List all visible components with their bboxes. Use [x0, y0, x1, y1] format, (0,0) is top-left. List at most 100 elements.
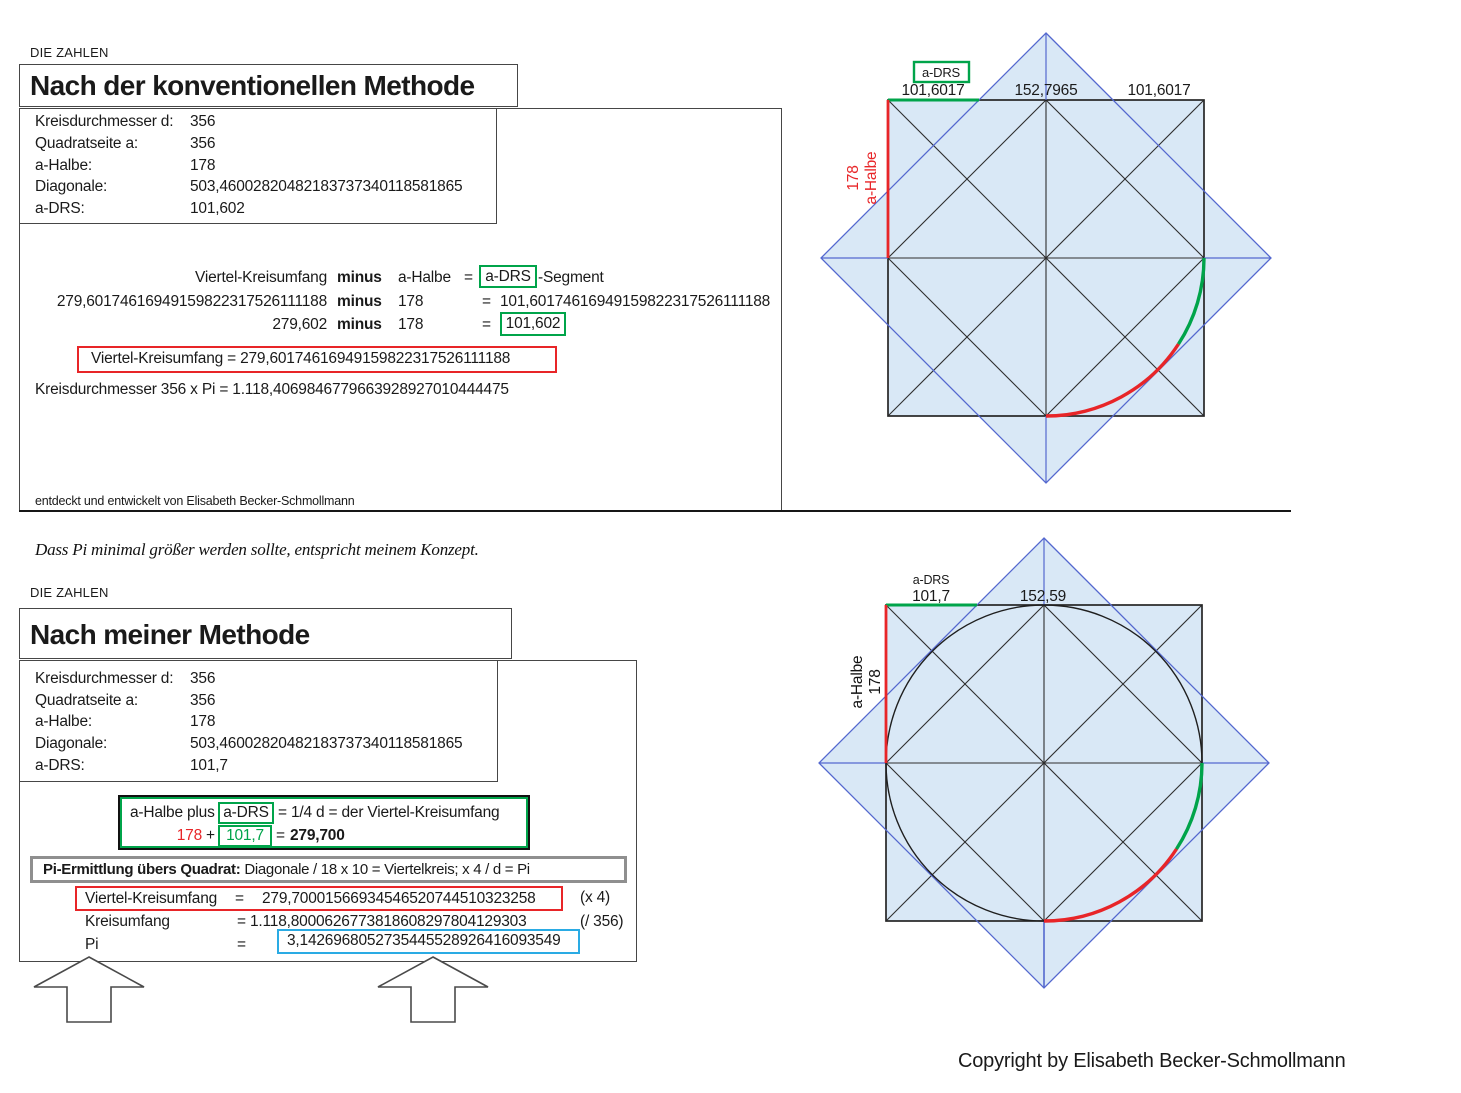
diameter-times-pi-line: Kreisdurchmesser 356 x Pi = 1.118,406984… — [35, 381, 509, 398]
calc-row2-label: Kreisumfang — [85, 913, 170, 930]
section1-title: Nach der konventionellen Methode — [30, 70, 475, 101]
adrs-result-box: 101,602 — [500, 312, 566, 336]
axis-extensions — [821, 33, 1271, 483]
quarter-arc-green — [1177, 257, 1206, 345]
row-label: Quadratseite a: — [35, 135, 138, 152]
table-row: a-DRS: 101,602 — [35, 200, 245, 218]
calc-row2-note: (/ 356) — [580, 913, 624, 930]
table-row: Quadratseite a: 356 — [35, 135, 215, 153]
gb-eq: = — [276, 827, 285, 844]
diagram-conventional: a-DRS 101,6017 152,7965 101,6017 178 a-H… — [820, 32, 1272, 484]
formula-lineC-left: 279,602 — [272, 316, 327, 333]
row-label: a-DRS: — [35, 757, 85, 774]
section2-title: Nach meiner Methode — [30, 619, 310, 650]
adrs-highlight-box: a-DRS — [479, 265, 537, 288]
a-halbe-label-rotated: a-Halbe — [863, 152, 880, 205]
row-label: Kreisdurchmesser d: — [35, 670, 174, 687]
diagram-my-method: a-DRS 101,7 152,59 a-Halbe 178 — [818, 537, 1270, 989]
segment-mid-value: 152,59 — [1020, 588, 1066, 605]
calc-row1-label: Viertel-Kreisumfang — [85, 890, 218, 907]
calc-row1-value: 279,70001566934546520744510323258 — [262, 890, 536, 907]
credit-line: entdeckt und entwickelt von Elisabeth Be… — [35, 494, 355, 508]
formula-lineB-minus: minus — [337, 293, 382, 310]
table-row: a-Halbe: 178 — [35, 713, 215, 731]
row-value: 178 — [190, 713, 216, 730]
section2-data-box — [19, 660, 498, 782]
table-row: a-DRS: 101,7 — [35, 757, 228, 775]
formula-lineC-eq: = — [482, 316, 491, 333]
table-row: Quadratseite a: 356 — [35, 692, 215, 710]
section2-kicker: DIE ZAHLEN — [30, 585, 109, 600]
calc-row2-value: 1.118,8000626773818608297804129303 — [250, 913, 527, 930]
quarter-arc-green — [1175, 762, 1204, 850]
adrs-label: a-DRS — [913, 573, 950, 587]
quarter-arc-red — [1043, 848, 1178, 923]
a-halbe-value-rotated: 178 — [845, 165, 862, 190]
formula-lineA-minus: minus — [337, 269, 382, 286]
a-halbe-label-rotated: a-Halbe — [849, 656, 866, 709]
row-label: Quadratseite a: — [35, 692, 138, 709]
up-arrow-icon — [33, 956, 145, 1023]
adrs-label: a-DRS — [922, 65, 961, 80]
pi-rule-box: Pi-Ermittlung übers Quadrat: Diagonale /… — [30, 856, 627, 883]
row-value: 356 — [190, 135, 216, 152]
gb-line1-post: = 1/4 d = der Viertel-Kreisumfang — [278, 804, 500, 821]
formula-lineC-mid: 178 — [398, 316, 424, 333]
pi-value-box: 3,1426968052735445528926416093549 — [277, 929, 580, 954]
pi-rule-rest: Diagonale / 18 x 10 = Viertelkreis; x 4 … — [240, 861, 530, 878]
axis-extensions — [819, 538, 1268, 988]
row-label: Diagonale: — [35, 178, 108, 195]
formula-lineA-eq: = — [464, 269, 473, 286]
formula-lineB-right: 101,60174616949159822317526111188 — [500, 293, 771, 310]
formula-lineC-minus: minus — [337, 316, 382, 333]
segment-left-value: 101,6017 — [901, 82, 964, 99]
formula-lineB-eq: = — [482, 293, 491, 310]
gb-plus: + — [206, 827, 215, 844]
calc-row1-note: (x 4) — [580, 889, 611, 906]
section1-title-box — [19, 64, 518, 107]
concept-note: Dass Pi minimal größer werden sollte, en… — [35, 540, 479, 559]
table-row: Diagonale: 503,46002820482183737340118581… — [35, 178, 463, 196]
section1-data-box — [19, 108, 497, 224]
gb-adrs-box: a-DRS — [218, 802, 274, 824]
quarter-arc-red — [1045, 343, 1180, 418]
row-value: 101,602 — [190, 200, 245, 217]
formula-lineA-mid: a-Halbe — [398, 269, 451, 286]
segment-left-value: 101,7 — [912, 588, 950, 605]
quarter-circumference-formula-box: a-Halbe plus a-DRS = 1/4 d = der Viertel… — [118, 795, 530, 850]
green-inner-frame — [120, 797, 528, 848]
row-label: Kreisdurchmesser d: — [35, 113, 174, 130]
a-halbe-value-rotated: 178 — [867, 669, 884, 694]
row-label: a-Halbe: — [35, 157, 92, 174]
calc-row1-eq: = — [235, 890, 244, 907]
gb-101-7-box: 101,7 — [218, 825, 272, 847]
gb-result-bold: 279,700 — [290, 827, 345, 844]
row-value: 356 — [190, 670, 216, 687]
table-row: Diagonale: 503,46002820482183737340118581… — [35, 735, 463, 753]
gb-178-red: 178 — [176, 827, 202, 844]
pi-rule-bold: Pi-Ermittlung übers Quadrat: — [43, 861, 241, 878]
row-value: 101,7 — [190, 757, 228, 774]
table-row: Kreisdurchmesser d: 356 — [35, 113, 215, 131]
up-arrow-left — [33, 956, 145, 1023]
section2-title-box — [19, 608, 512, 659]
calc-row3-label: Pi — [85, 936, 99, 953]
up-arrow-icon — [377, 956, 489, 1023]
gb-line1-pre: a-Halbe plus — [130, 804, 215, 821]
row-value: 356 — [190, 113, 216, 130]
table-row: Kreisdurchmesser d: 356 — [35, 670, 215, 688]
segment-right-value: 101,6017 — [1127, 82, 1190, 99]
section-separator — [19, 510, 1291, 512]
quarter-circumference-result-box: Viertel-Kreisumfang = 279,60174616949159… — [77, 346, 557, 373]
section1-kicker: DIE ZAHLEN — [30, 45, 109, 60]
segment-mid-value: 152,7965 — [1014, 82, 1077, 99]
formula-lineA-left: Viertel-Kreisumfang — [194, 269, 327, 286]
formula-lineB-left: 279,60174616949159822317526111188 — [56, 293, 327, 310]
calc-row3-eq: = — [237, 936, 246, 953]
row-value: 503,46002820482183737340118581865 — [190, 178, 463, 195]
row-value: 178 — [190, 157, 216, 174]
adrs-label-box — [912, 60, 971, 84]
row-label: a-DRS: — [35, 200, 85, 217]
calc-row1-red-box: Viertel-Kreisumfang = 279,70001566934546… — [75, 886, 563, 911]
row-value: 503,46002820482183737340118581865 — [190, 735, 463, 752]
